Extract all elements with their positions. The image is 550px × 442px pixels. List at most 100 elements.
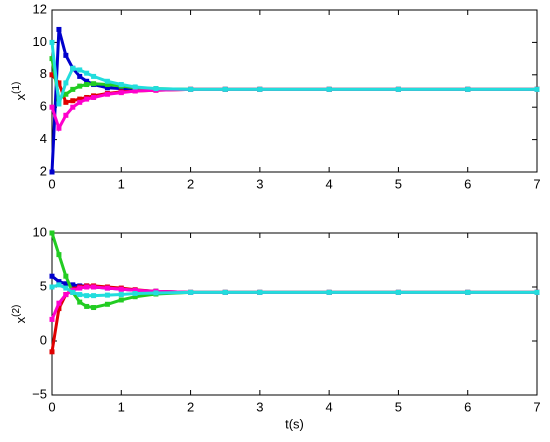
y-tick-label: 6 (40, 99, 47, 114)
y-tick-label: 12 (33, 1, 47, 16)
data-point (63, 112, 69, 118)
data-point (63, 80, 69, 86)
data-point (56, 80, 62, 86)
data-point (326, 86, 332, 92)
data-point (77, 285, 83, 291)
data-point (118, 297, 124, 303)
data-point (63, 52, 69, 58)
data-point (222, 86, 228, 92)
x-tick-label: 2 (187, 399, 194, 414)
x-tick-label: 6 (464, 176, 471, 191)
data-point (49, 104, 55, 110)
y-tick-label: −5 (32, 386, 47, 401)
data-point (49, 56, 55, 62)
data-point (70, 98, 76, 104)
data-point (56, 252, 62, 258)
data-point (91, 73, 97, 79)
data-point (132, 290, 138, 296)
x-tick-label: 5 (395, 399, 402, 414)
x-tick-label: 7 (533, 176, 540, 191)
data-point (63, 281, 69, 287)
y-axis-label-base: x (13, 316, 28, 323)
data-point (49, 273, 55, 279)
data-point (63, 285, 69, 291)
data-point (132, 84, 138, 90)
y-tick-label: 10 (33, 34, 47, 49)
data-point (63, 273, 69, 279)
data-point (104, 82, 110, 88)
data-point (63, 292, 69, 298)
data-point (70, 65, 76, 71)
data-point (70, 86, 76, 92)
data-point (49, 72, 55, 78)
x-tick-label: 1 (118, 176, 125, 191)
data-point (56, 306, 62, 312)
data-point (84, 293, 90, 299)
plot-area (51, 232, 538, 396)
data-point (70, 282, 76, 288)
data-point (49, 349, 55, 355)
x-tick-label: 0 (48, 399, 55, 414)
data-point (91, 94, 97, 100)
data-point (118, 90, 124, 96)
data-point (77, 67, 83, 73)
y-axis-label: x(1) (11, 82, 29, 101)
data-point (465, 289, 471, 295)
y-tick-label: 0 (40, 332, 47, 347)
x-tick-label: 3 (256, 176, 263, 191)
y-tick-label: 5 (40, 278, 47, 293)
data-point (104, 285, 110, 291)
x-tick-label: 6 (464, 399, 471, 414)
data-point (63, 99, 69, 105)
data-point (84, 96, 90, 102)
data-point (104, 91, 110, 97)
data-point (104, 85, 110, 91)
x-tick-label: 4 (326, 176, 333, 191)
data-point (395, 289, 401, 295)
data-point (84, 284, 90, 290)
data-point (132, 294, 138, 300)
data-point (84, 78, 90, 84)
data-point (104, 292, 110, 298)
data-point (56, 279, 62, 285)
data-point (257, 289, 263, 295)
y-axis-label-base: x (13, 93, 28, 100)
data-point (56, 282, 62, 288)
data-point (49, 39, 55, 45)
data-point (118, 82, 124, 88)
data-point (84, 70, 90, 76)
data-point (49, 230, 55, 236)
data-point (49, 284, 55, 290)
data-point (188, 86, 194, 92)
x-tick-label: 4 (326, 399, 333, 414)
data-point (153, 86, 159, 92)
data-point (222, 289, 228, 295)
data-point (56, 300, 62, 306)
x-tick-label: 1 (118, 399, 125, 414)
data-point (49, 316, 55, 322)
y-tick-label: 4 (40, 131, 47, 146)
data-point (118, 292, 124, 298)
data-point (84, 82, 90, 88)
x-tick-label: 3 (256, 399, 263, 414)
data-point (132, 287, 138, 293)
data-point (188, 289, 194, 295)
data-point (326, 289, 332, 295)
data-point (91, 305, 97, 311)
data-point (77, 73, 83, 79)
data-point (70, 289, 76, 295)
data-point (91, 284, 97, 290)
data-point (257, 86, 263, 92)
data-point (534, 289, 540, 295)
data-point (70, 104, 76, 110)
data-point (118, 286, 124, 292)
data-point (395, 86, 401, 92)
data-point (77, 299, 83, 305)
data-point (56, 101, 62, 107)
y-tick-label: 10 (33, 224, 47, 239)
data-point (132, 88, 138, 94)
data-point (104, 78, 110, 84)
data-point (77, 99, 83, 105)
data-point (534, 86, 540, 92)
data-point (63, 91, 69, 97)
